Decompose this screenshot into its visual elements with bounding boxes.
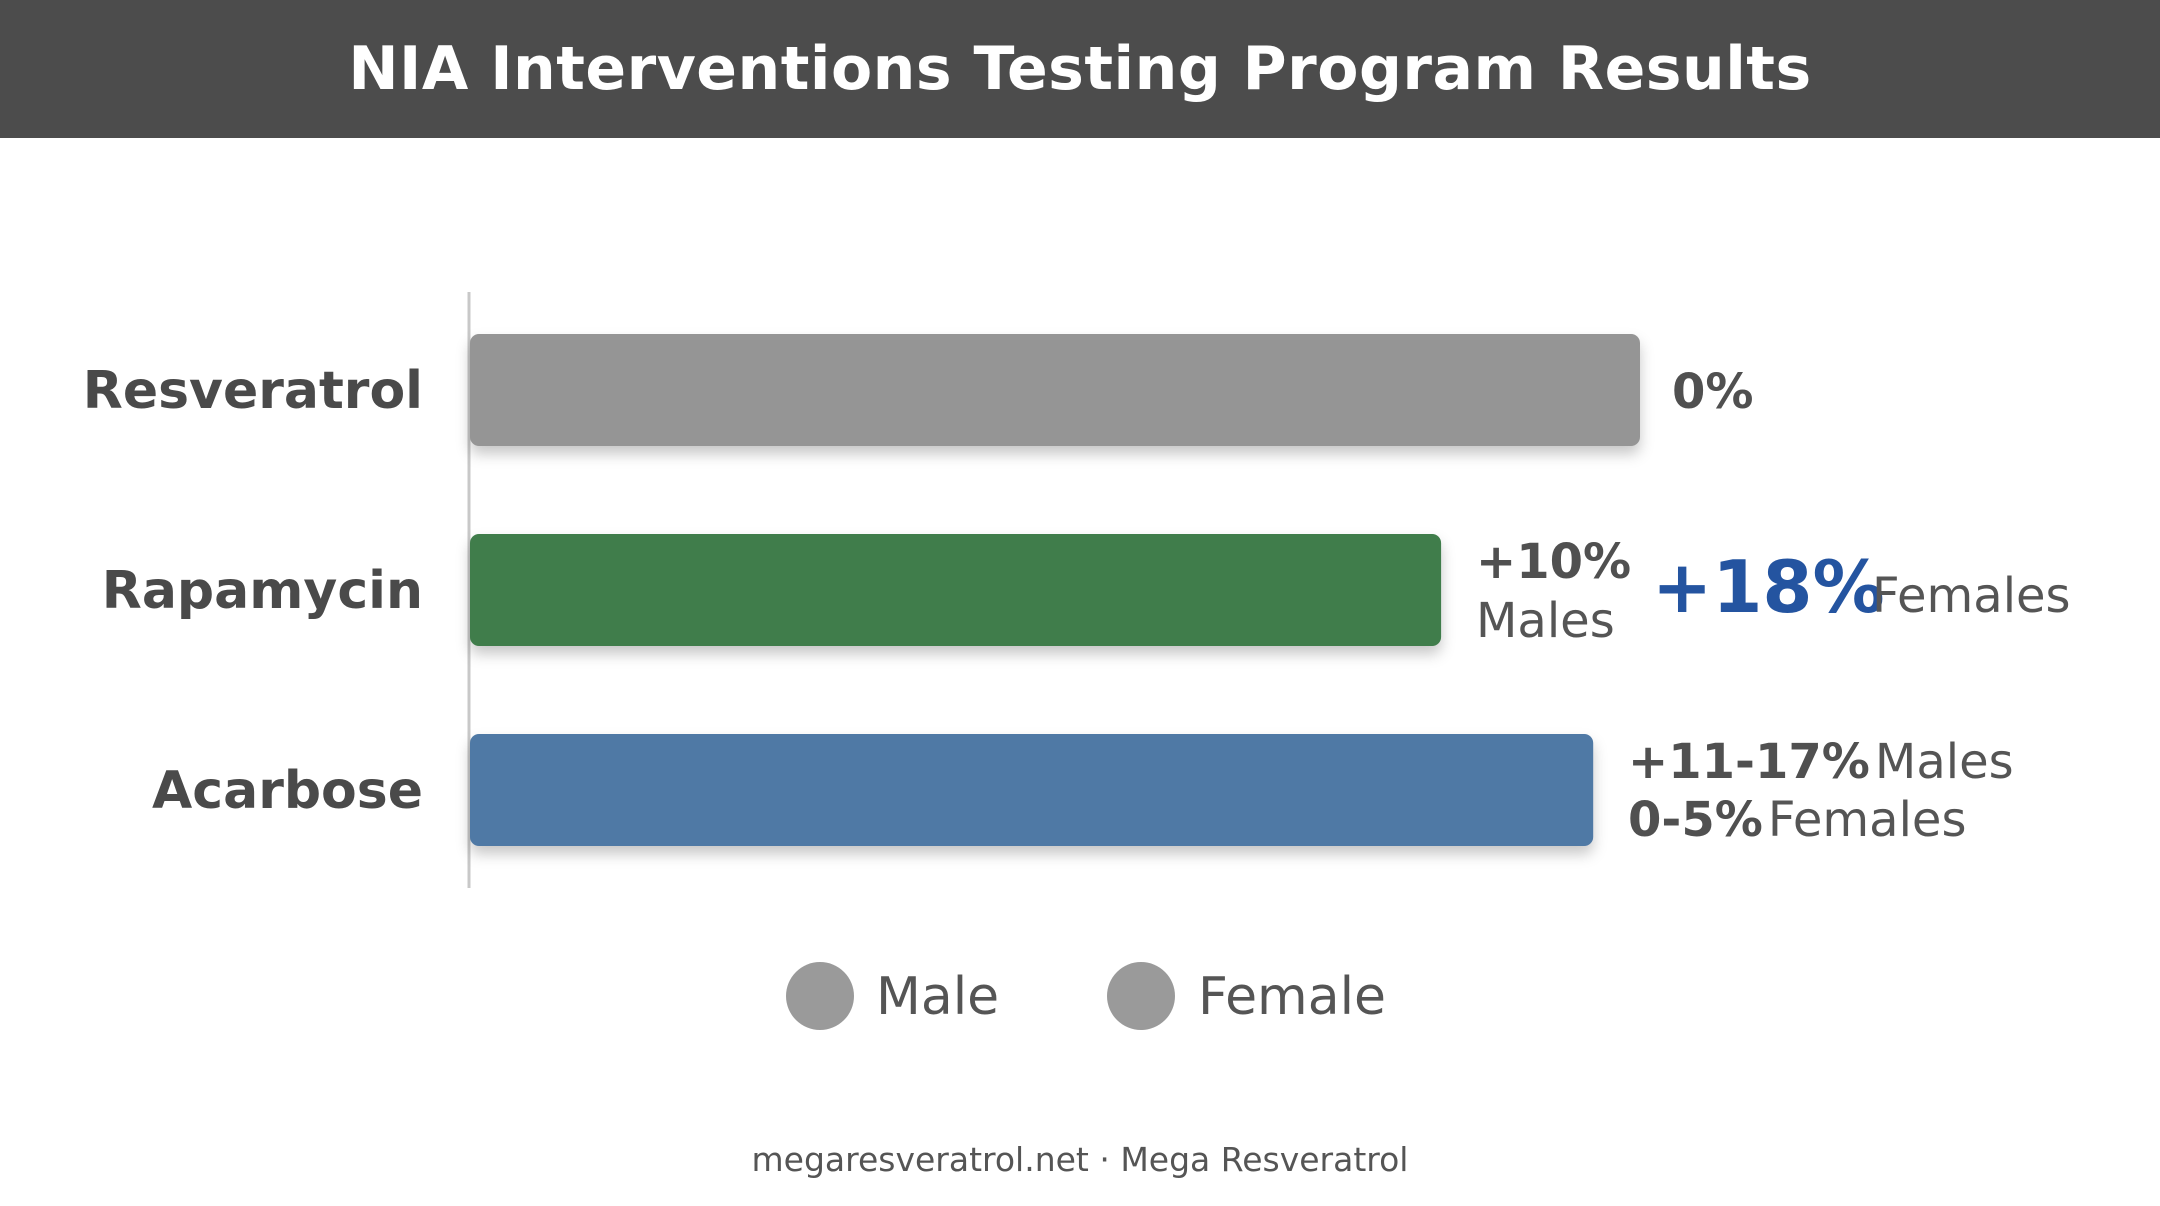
annotation-rapamycin-females-value: +18% — [1652, 545, 1885, 629]
annotation-acarbose-line2: 0-5% Females — [1628, 792, 1966, 848]
chart-title: NIA Interventions Testing Program Result… — [348, 34, 1812, 104]
bar-resveratrol — [470, 334, 1640, 446]
annotation-acarbose-line1-value: +11-17% — [1628, 734, 1870, 790]
legend: Male Female — [786, 962, 1386, 1030]
legend-female-label: Female — [1198, 967, 1386, 1027]
annotation-acarbose-line2-value: 0-5% — [1628, 792, 1763, 848]
annotation-rapamycin-males-label: Males — [1476, 593, 1615, 649]
title-bar: NIA Interventions Testing Program Result… — [0, 0, 2160, 138]
annotation-rapamycin-males-value: +10% — [1476, 534, 1631, 590]
category-label-resveratrol: Resveratrol — [83, 361, 423, 421]
bars-layer — [470, 334, 1640, 846]
footer-credit: megaresveratrol.net · Mega Resveratrol — [751, 1140, 1409, 1179]
category-label-rapamycin: Rapamycin — [102, 561, 423, 621]
category-label-acarbose: Acarbose — [152, 761, 423, 821]
legend-female-marker — [1107, 962, 1175, 1030]
legend-male-marker — [786, 962, 854, 1030]
annotation-acarbose-line1: +11-17% Males — [1628, 734, 2014, 790]
bar-rapamycin — [470, 534, 1442, 646]
annotation-resveratrol-value: 0% — [1672, 364, 1754, 420]
annotation-acarbose-line2-label: Females — [1768, 792, 1967, 848]
annotation-rapamycin-females-label: Females — [1872, 568, 2071, 624]
category-labels: Resveratrol Rapamycin Acarbose — [83, 361, 423, 821]
bar-acarbose — [470, 734, 1594, 846]
legend-male-label: Male — [876, 967, 999, 1027]
annotation-acarbose-line1-label: Males — [1875, 734, 2014, 790]
